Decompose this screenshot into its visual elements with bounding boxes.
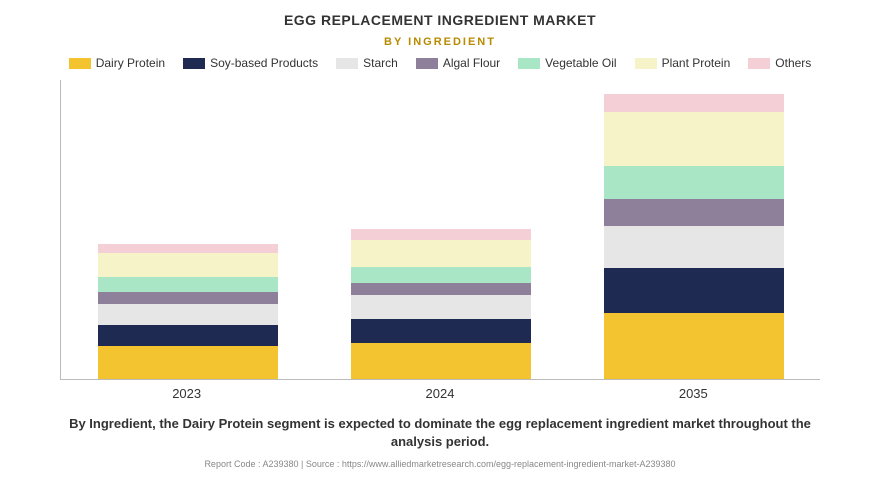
legend-swatch <box>183 58 205 69</box>
bar-segment <box>604 199 784 226</box>
legend-swatch <box>748 58 770 69</box>
caption: By Ingredient, the Dairy Protein segment… <box>40 415 840 451</box>
legend-item: Soy-based Products <box>183 56 318 70</box>
bar-segment <box>604 112 784 166</box>
legend-swatch <box>336 58 358 69</box>
legend-item: Algal Flour <box>416 56 500 70</box>
bar-segment <box>351 267 531 284</box>
legend-label: Soy-based Products <box>210 56 318 70</box>
bar-segment <box>604 94 784 112</box>
footer: Report Code : A239380 | Source : https:/… <box>0 459 880 469</box>
x-axis-label: 2023 <box>97 386 277 401</box>
legend-swatch <box>518 58 540 69</box>
caption-line-2: analysis period. <box>391 434 489 449</box>
legend-label: Dairy Protein <box>96 56 165 70</box>
legend-item: Dairy Protein <box>69 56 165 70</box>
bars-container <box>61 80 820 379</box>
legend-item: Plant Protein <box>635 56 731 70</box>
legend-label: Vegetable Oil <box>545 56 616 70</box>
bar-segment <box>604 226 784 268</box>
bar-segment <box>351 343 531 379</box>
x-axis-labels: 2023 2024 2035 <box>60 386 820 401</box>
x-axis-label: 2024 <box>350 386 530 401</box>
bar-segment <box>604 313 784 379</box>
x-axis-label: 2035 <box>603 386 783 401</box>
legend-label: Starch <box>363 56 398 70</box>
legend-swatch <box>416 58 438 69</box>
legend-label: Plant Protein <box>662 56 731 70</box>
footer-source: Source : https://www.alliedmarketresearc… <box>306 459 676 469</box>
bar <box>604 94 784 379</box>
legend-swatch <box>69 58 91 69</box>
bar-segment <box>98 346 278 379</box>
bar-segment <box>98 244 278 253</box>
bar-segment <box>351 240 531 267</box>
bar-segment <box>98 253 278 277</box>
bar-segment <box>604 166 784 199</box>
legend-swatch <box>635 58 657 69</box>
chart-title: EGG REPLACEMENT INGREDIENT MARKET <box>0 0 880 28</box>
bar-segment <box>98 292 278 304</box>
legend-label: Algal Flour <box>443 56 500 70</box>
caption-line-1: By Ingredient, the Dairy Protein segment… <box>69 416 811 431</box>
bar-segment <box>604 268 784 313</box>
bar-segment <box>351 319 531 343</box>
chart-plot-area <box>60 80 820 380</box>
legend-item: Vegetable Oil <box>518 56 616 70</box>
bar-segment <box>351 295 531 319</box>
bar-segment <box>98 325 278 346</box>
footer-report-code: Report Code : A239380 <box>204 459 298 469</box>
bar-segment <box>351 229 531 240</box>
bar-segment <box>98 277 278 292</box>
bar <box>351 229 531 379</box>
legend-item: Others <box>748 56 811 70</box>
bar <box>98 244 278 379</box>
chart-subtitle: BY INGREDIENT <box>0 36 880 48</box>
bar-segment <box>98 304 278 325</box>
bar-segment <box>351 283 531 295</box>
legend-item: Starch <box>336 56 398 70</box>
legend-label: Others <box>775 56 811 70</box>
legend: Dairy Protein Soy-based Products Starch Alg… <box>0 56 880 70</box>
